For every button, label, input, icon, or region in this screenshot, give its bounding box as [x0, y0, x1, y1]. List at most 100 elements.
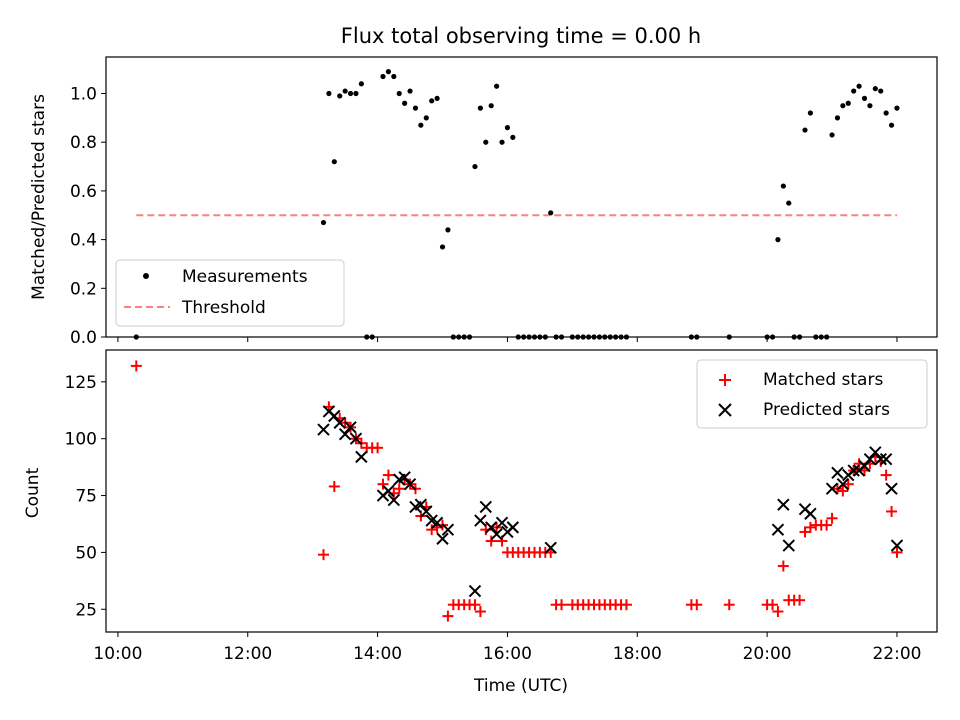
predicted-star-point [344, 421, 357, 434]
measurement-point [483, 139, 489, 145]
top-ytick-label: 1.0 [70, 85, 97, 105]
matched-star-point [485, 535, 497, 547]
matched-star-point [328, 480, 340, 492]
xtick-label: 16:00 [483, 644, 532, 664]
bottom-y-axis: 25 50 75 100 125 [65, 373, 106, 620]
bottom-ytick-label: 50 [75, 543, 97, 563]
predicted-star-point [387, 493, 401, 507]
legend-marker-measurements [143, 273, 149, 279]
matched-star-point [469, 599, 481, 611]
measurement-point [434, 95, 440, 101]
predicted-star-point [430, 516, 444, 530]
measurement-point [780, 183, 786, 189]
measurement-point [872, 86, 878, 92]
measurement-point [396, 90, 402, 97]
matched-star-point [474, 606, 486, 618]
measurement-point [856, 83, 862, 89]
measurement-point [851, 88, 857, 94]
bottom-ytick-label: 100 [65, 430, 97, 450]
matched-star-point [620, 599, 632, 611]
top-legend-box [115, 259, 345, 327]
measurement-point [494, 83, 500, 89]
measurement-point [840, 103, 846, 109]
bottom-ytick-label: 25 [75, 600, 97, 620]
predicted-star-point [771, 523, 785, 536]
matched-star-point [826, 512, 838, 524]
predicted-star-point [333, 416, 346, 429]
measurement-point [510, 134, 516, 140]
measurement-point [353, 90, 359, 97]
predicted-star-point [885, 482, 898, 495]
matched-star-point [442, 610, 454, 622]
measurement-point [477, 105, 483, 111]
matched-star-point [130, 360, 142, 372]
top-legend: Measurements Threshold [115, 259, 345, 327]
predicted-star-point [441, 523, 455, 536]
top-y-axis: 0.0 0.2 0.4 0.6 0.8 1.0 [70, 85, 106, 348]
predicted-star-point [436, 532, 449, 545]
top-x-axis [117, 337, 898, 342]
predicted-star-point [874, 452, 887, 466]
measurement-point [445, 227, 451, 233]
matched-star-point [886, 505, 898, 517]
legend-label-threshold: Threshold [181, 298, 266, 318]
measurement-point [337, 93, 343, 99]
measurement-point [423, 115, 429, 121]
top-plot-area [133, 69, 900, 340]
matched-star-point [767, 599, 779, 611]
measurement-point [834, 115, 841, 121]
matched-star-point [372, 442, 384, 454]
predicted-star-point [890, 539, 904, 552]
measurement-point [358, 81, 364, 87]
top-ytick-label: 0.6 [70, 182, 97, 202]
measurement-point [380, 73, 386, 80]
matched-star-point [794, 594, 806, 606]
measurement-point [845, 100, 851, 106]
measurement-point [775, 237, 781, 243]
predicted-star-point [836, 477, 850, 491]
legend-label-measurements: Measurements [182, 267, 308, 287]
predicted-star-point [782, 539, 795, 552]
matched-star-point [837, 485, 849, 497]
measurement-point [391, 73, 397, 80]
predicted-star-point [831, 466, 844, 480]
x-axis-label: Time (UTC) [473, 676, 568, 696]
measurement-point [807, 110, 814, 116]
measurement-point [867, 103, 873, 109]
matched-star-point [382, 469, 394, 481]
matched-star-point [377, 478, 389, 490]
bottom-axes-frame [105, 349, 938, 633]
top-ytick-label: 0.0 [70, 328, 97, 348]
measurement-point [412, 105, 419, 111]
measurement-point [429, 98, 435, 104]
predicted-star-point [490, 528, 503, 541]
matched-star-point [772, 606, 784, 618]
measurement-point [439, 244, 446, 250]
matched-star-point [317, 549, 329, 561]
matched-star-point [556, 599, 568, 611]
measurement-point [894, 105, 900, 111]
measurement-point [326, 90, 332, 97]
predicted-star-point [847, 464, 860, 477]
bottom-plot-area [130, 360, 904, 622]
measurement-point [402, 100, 408, 106]
predicted-star-point [403, 477, 417, 491]
predicted-star-point [506, 521, 520, 534]
legend-marker-matched [719, 374, 731, 386]
legend-marker-predicted [718, 403, 732, 417]
xtick-label: 12:00 [223, 644, 272, 664]
matched-star-point [691, 599, 703, 611]
predicted-star-point [825, 482, 839, 495]
matched-star-point [777, 560, 789, 572]
measurement-point [504, 125, 511, 131]
chart-title: Flux total observing time = 0.00 h [341, 24, 701, 48]
measurement-point [488, 103, 494, 109]
matched-star-point [723, 599, 735, 611]
measurement-point [878, 88, 884, 94]
top-ytick-label: 0.2 [70, 279, 97, 299]
measurement-point [786, 200, 792, 206]
bottom-legend-box [696, 359, 928, 429]
matched-star-point [393, 483, 405, 495]
predicted-star-point [474, 514, 487, 527]
xtick-label: 14:00 [353, 644, 402, 664]
